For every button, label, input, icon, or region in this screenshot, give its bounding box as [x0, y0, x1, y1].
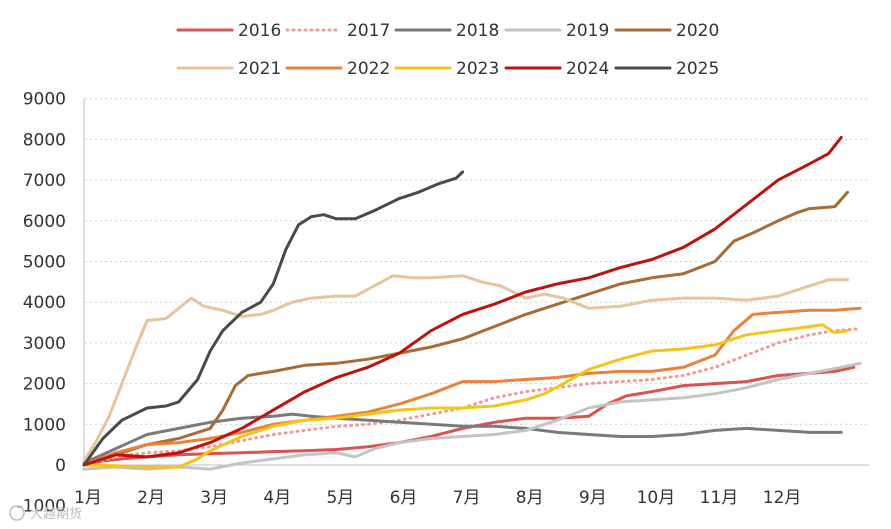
watermark-text: 大越期货: [30, 506, 82, 522]
series-line-2017: [82, 327, 862, 467]
x-tick-label: 5月: [326, 488, 354, 508]
series-line-2024: [82, 135, 843, 467]
series-line-2019: [82, 361, 862, 471]
series-line-2022: [82, 306, 862, 467]
x-tick-label: 10月: [637, 488, 676, 508]
legend-label-2019: 2019: [566, 21, 609, 41]
x-tick-label: 3月: [200, 488, 228, 508]
series-line-2025: [82, 170, 465, 467]
x-tick-label: 4月: [263, 488, 291, 508]
series-line-2020: [82, 190, 849, 467]
y-tick-label: 6000: [23, 212, 66, 232]
legend-label-2022: 2022: [347, 59, 390, 79]
x-tick-label: 6月: [390, 488, 418, 508]
legend-label-2025: 2025: [676, 59, 719, 79]
x-tick-label: 1月: [74, 488, 102, 508]
x-axis-ticks: 1月 2月 3月 4月 5月 6月 7月 8月 9月 10月 11月 12月: [74, 488, 801, 508]
y-tick-label: 0: [55, 456, 66, 476]
y-tick-label: 9000: [23, 90, 66, 110]
y-tick-label: 1000: [23, 415, 66, 435]
legend-label-2018: 2018: [456, 21, 499, 41]
series-lines: [82, 135, 862, 471]
y-tick-label: -1000: [17, 497, 66, 517]
series-line-2023: [82, 323, 849, 469]
y-tick-label: 5000: [23, 253, 66, 273]
x-tick-label: 11月: [700, 488, 739, 508]
legend: 2016 2017 2018 2019 2020 2021 2022 2023 2024 2025: [176, 21, 719, 79]
legend-label-2021: 2021: [238, 59, 281, 79]
x-tick-label: 2月: [137, 488, 165, 508]
x-tick-label: 9月: [579, 488, 607, 508]
y-tick-label: 4000: [23, 293, 66, 313]
x-tick-label: 7月: [453, 488, 481, 508]
y-tick-label: 3000: [23, 334, 66, 354]
legend-label-2024: 2024: [566, 59, 609, 79]
y-tick-label: 7000: [23, 171, 66, 191]
x-tick-label: 8月: [516, 488, 544, 508]
x-tick-label: 12月: [763, 488, 802, 508]
legend-label-2016: 2016: [238, 21, 281, 41]
watermark: 大越期货: [9, 505, 82, 522]
legend-label-2020: 2020: [676, 21, 719, 41]
y-tick-label: 2000: [23, 375, 66, 395]
legend-label-2023: 2023: [456, 59, 499, 79]
series-line-2021: [82, 274, 849, 463]
legend-label-2017: 2017: [347, 21, 390, 41]
y-axis-ticks: -1000 0 1000 2000 3000 4000 5000 6000 7000 8000 90…: [17, 90, 66, 517]
series-line-2018: [82, 412, 843, 465]
watermark-logo-icon: [9, 505, 25, 521]
y-tick-label: 8000: [23, 130, 66, 150]
